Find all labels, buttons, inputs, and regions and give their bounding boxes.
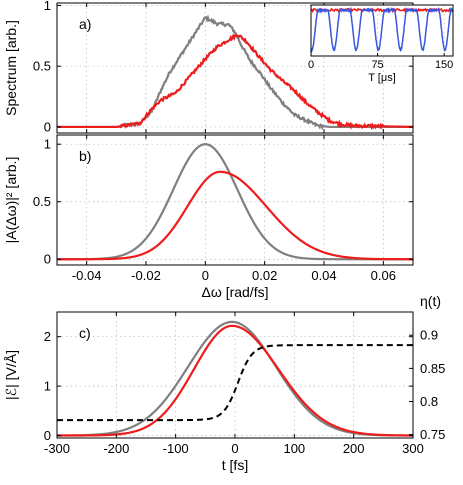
inset-x-tick-label: 75	[371, 59, 383, 71]
series-line-red	[57, 33, 414, 130]
x-tick-label: 0	[202, 268, 209, 283]
panel-a: 0 0.5 1 a) Spectrum [arb.] 0 75 150 T [μs]	[3, 0, 454, 134]
x-tick-label: 0	[231, 441, 238, 456]
series-line-red	[57, 170, 413, 261]
y-axis-label: |A(Δω)|² [arb.]	[3, 157, 19, 244]
y-right-tick-label: 0.75	[420, 427, 445, 442]
inset-x-axis-label: T [μs]	[368, 72, 396, 84]
y-right-tick-label: 0.85	[420, 361, 445, 376]
x-tick-label: 300	[402, 441, 424, 456]
y-tick-label: 0	[44, 252, 51, 267]
y-tick-label: 0	[44, 119, 51, 134]
y-right-axis-label: η(t)	[420, 293, 441, 309]
x-axis-label: Δω [rad/fs]	[202, 284, 269, 300]
y-tick-label: 0	[44, 428, 51, 443]
y-right-tick-label: 0.9	[420, 328, 438, 343]
x-tick-label: -300	[44, 441, 70, 456]
y-tick-label: 1	[44, 0, 51, 13]
panel-label: b)	[79, 148, 91, 164]
series-line-gray	[56, 320, 414, 437]
plot-frame	[56, 2, 414, 134]
y-tick-label: 0.5	[33, 59, 51, 74]
inset-frame	[310, 4, 454, 57]
panel-b: 0 0.5 1 -0.04 -0.02 0 0.02 0.04 0.06 b) |A(Δω)|² […	[3, 134, 414, 300]
y-right-tick-label: 0.8	[420, 394, 438, 409]
series-line-gray	[56, 143, 413, 261]
y-axis-label: Spectrum [arb.]	[3, 20, 19, 116]
y-tick-label: 2	[44, 329, 51, 344]
x-tick-label: 0.06	[371, 268, 396, 283]
x-tick-label: 200	[343, 441, 365, 456]
inset-x-tick-label: 0	[308, 59, 314, 71]
y-tick-label: 1	[44, 137, 51, 152]
x-tick-label: -0.04	[72, 268, 102, 283]
y-tick-label: 0.5	[33, 194, 51, 209]
x-tick-label: -200	[103, 441, 129, 456]
x-tick-label: -100	[163, 441, 189, 456]
inset: 0 75 150 T [μs]	[308, 4, 454, 84]
x-tick-label: -0.02	[131, 268, 161, 283]
x-tick-label: 100	[283, 441, 305, 456]
inset-series-blue	[310, 6, 454, 54]
x-tick-label: 0.04	[311, 268, 336, 283]
series-line-black	[57, 344, 413, 422]
y-axis-label: |ℰ| [V/Å]	[3, 350, 19, 400]
x-axis-label: t [fs]	[222, 457, 248, 473]
x-tick-label: 0.02	[252, 268, 277, 283]
inset-x-tick-label: 150	[435, 59, 453, 71]
panel-label: c)	[79, 325, 91, 341]
panel-label: a)	[79, 16, 91, 32]
y-tick-label: 1	[44, 379, 51, 394]
plot-frame	[56, 134, 414, 266]
